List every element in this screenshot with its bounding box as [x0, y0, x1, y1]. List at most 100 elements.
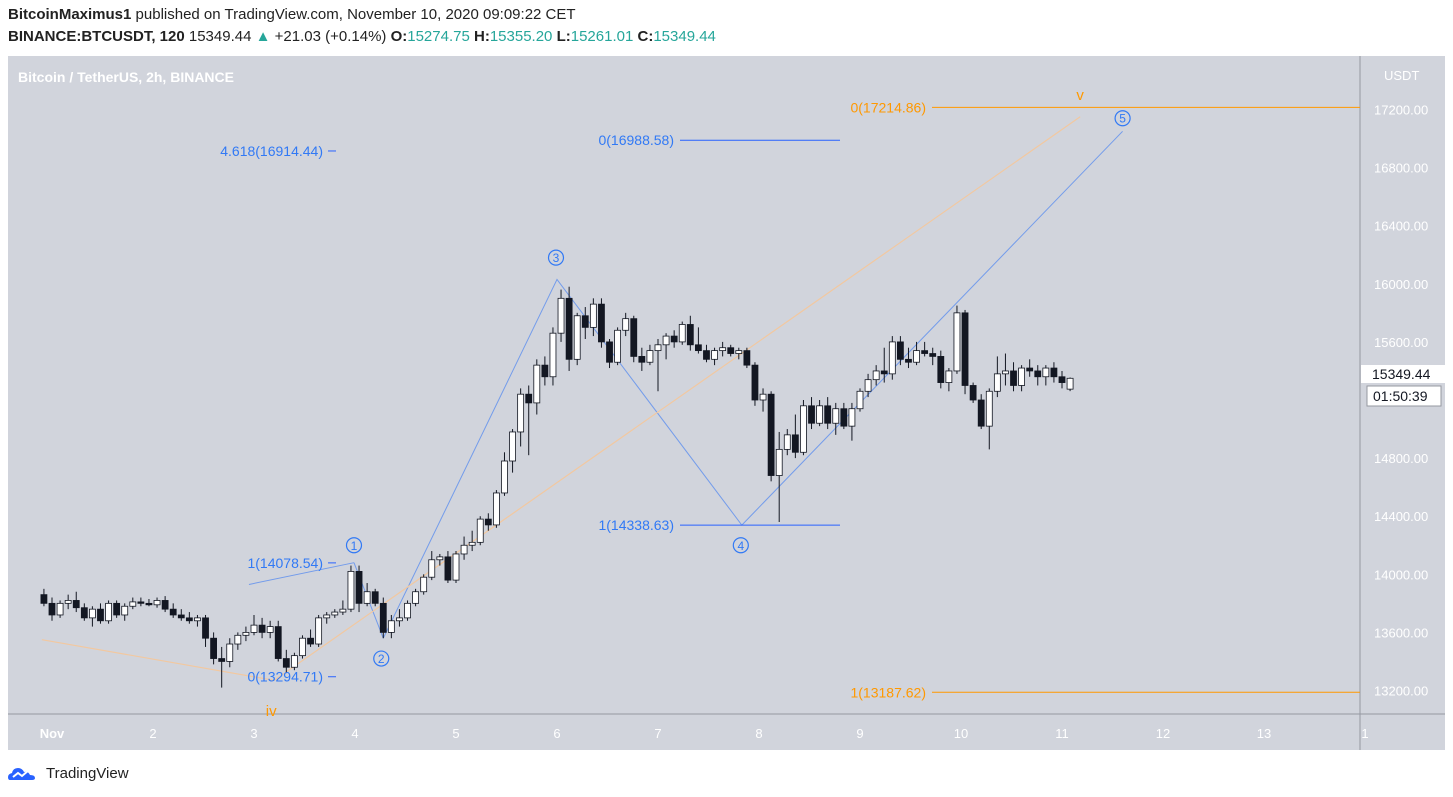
- candle-down: [177, 614, 185, 619]
- candle-up: [953, 312, 961, 372]
- wave-1-segment: [248, 562, 355, 585]
- candle-down: [937, 356, 945, 383]
- candle-down: [880, 370, 888, 375]
- fib-level-label: 1(14338.63): [598, 517, 674, 533]
- candle-down: [727, 347, 735, 354]
- x-tick-label: 10: [954, 726, 968, 741]
- candle-down: [1058, 376, 1066, 383]
- tradingview-footer[interactable]: TradingView: [8, 763, 129, 783]
- price-change: +21.03 (+0.14%): [274, 28, 387, 45]
- candle-down: [606, 341, 613, 363]
- candle-down: [72, 600, 80, 609]
- candle-up: [719, 347, 727, 352]
- tradingview-brand: TradingView: [46, 764, 129, 782]
- candle-up: [331, 611, 339, 616]
- candle-up: [492, 492, 500, 526]
- candle-up: [242, 632, 250, 636]
- candle-down: [695, 344, 702, 352]
- candle-up: [589, 303, 597, 328]
- wave-number-label: 4: [737, 539, 744, 553]
- candle-up: [1018, 367, 1025, 386]
- wave-number-label: 2: [378, 652, 385, 666]
- wave-number-label: 1: [351, 539, 358, 553]
- candle-down: [541, 364, 549, 378]
- candle-up: [993, 373, 1001, 392]
- candle-down: [40, 594, 48, 604]
- candle-up: [985, 390, 993, 427]
- fib-orange-label: 0(17214.86): [850, 99, 926, 115]
- wave-circle: [345, 537, 363, 554]
- candle-down: [977, 399, 985, 427]
- y-tick-label: 16000.00: [1374, 277, 1428, 292]
- x-tick-label: 6: [553, 726, 560, 741]
- candle-down: [905, 358, 912, 363]
- publish-header: BitcoinMaximus1 published on TradingView…: [8, 4, 1448, 48]
- fib-level-label: 0(16988.58): [598, 132, 674, 148]
- candle-up: [89, 608, 96, 619]
- candle-down: [113, 602, 121, 616]
- y-tick-label: 14800.00: [1374, 451, 1428, 466]
- candle-up: [517, 393, 525, 433]
- candle-up: [234, 634, 242, 645]
- candle-down: [258, 624, 266, 633]
- candle-down: [169, 608, 177, 616]
- open-label: O:: [390, 28, 408, 45]
- candle-up: [501, 460, 508, 494]
- candle-down: [97, 608, 104, 622]
- candle-up: [129, 601, 137, 607]
- author-name[interactable]: BitcoinMaximus1: [8, 6, 132, 23]
- candle-down: [282, 658, 290, 668]
- candle-up: [412, 591, 420, 604]
- candle-down: [137, 601, 145, 604]
- candle-up: [468, 541, 476, 546]
- candle-up: [509, 431, 516, 462]
- open-value: 15274.75: [407, 28, 470, 45]
- candle-up: [428, 559, 436, 578]
- candle-up: [64, 600, 72, 604]
- x-tick-label: 12: [1156, 726, 1170, 741]
- candle-down: [1034, 370, 1042, 378]
- x-tick-label: 5: [452, 726, 459, 741]
- candle-up: [533, 364, 541, 404]
- candle-up: [153, 600, 161, 606]
- candle-down: [897, 341, 904, 360]
- candle-down: [743, 350, 751, 366]
- candle-down: [598, 303, 605, 343]
- published-info: published on TradingView.com, November 1…: [135, 6, 576, 23]
- symbol-label: BINANCE:BTCUSDT, 120: [8, 28, 185, 45]
- time-axis[interactable]: [8, 714, 1445, 750]
- x-tick-labels: Nov 2 3 4 5 6 7 8 9 10 11 12 13 1: [40, 726, 1369, 741]
- candle-up: [864, 379, 872, 392]
- x-tick-label: 11: [1055, 726, 1069, 741]
- ohlc-line: BINANCE:BTCUSDT, 120 15349.44 ▲ +21.03 (…: [8, 26, 1448, 48]
- candle-down: [767, 393, 775, 476]
- y-tick-label: 16800.00: [1374, 161, 1428, 176]
- candle-up: [396, 617, 403, 622]
- candle-down: [210, 637, 218, 659]
- y-tick-label: 13600.00: [1374, 625, 1428, 640]
- candle-down: [355, 570, 363, 604]
- candle-down: [379, 602, 387, 633]
- candle-down: [929, 353, 937, 357]
- candle-down: [921, 350, 929, 354]
- x-tick-label: 9: [856, 726, 863, 741]
- candle-down: [145, 602, 153, 606]
- x-tick-label: 4: [351, 726, 358, 741]
- close-label: C:: [637, 28, 654, 45]
- candle-up: [549, 332, 557, 378]
- candle-up: [266, 626, 274, 633]
- x-tick-label: 8: [755, 726, 762, 741]
- close-value: 15349.44: [653, 28, 716, 45]
- candle-up: [194, 617, 201, 622]
- candle-down: [961, 312, 969, 386]
- price-axis[interactable]: [1360, 56, 1445, 714]
- candle-up: [711, 350, 718, 360]
- plot-area[interactable]: [8, 56, 1360, 714]
- candle-down: [808, 405, 815, 424]
- countdown-badge: [1366, 385, 1442, 407]
- last-price: 15349.44: [188, 28, 252, 45]
- wave-degree-label: iv: [266, 703, 277, 720]
- candles: [40, 286, 1074, 688]
- y-tick-labels: 13200.00 13600.00 14000.00 14400.00 14800.00…: [1374, 103, 1428, 699]
